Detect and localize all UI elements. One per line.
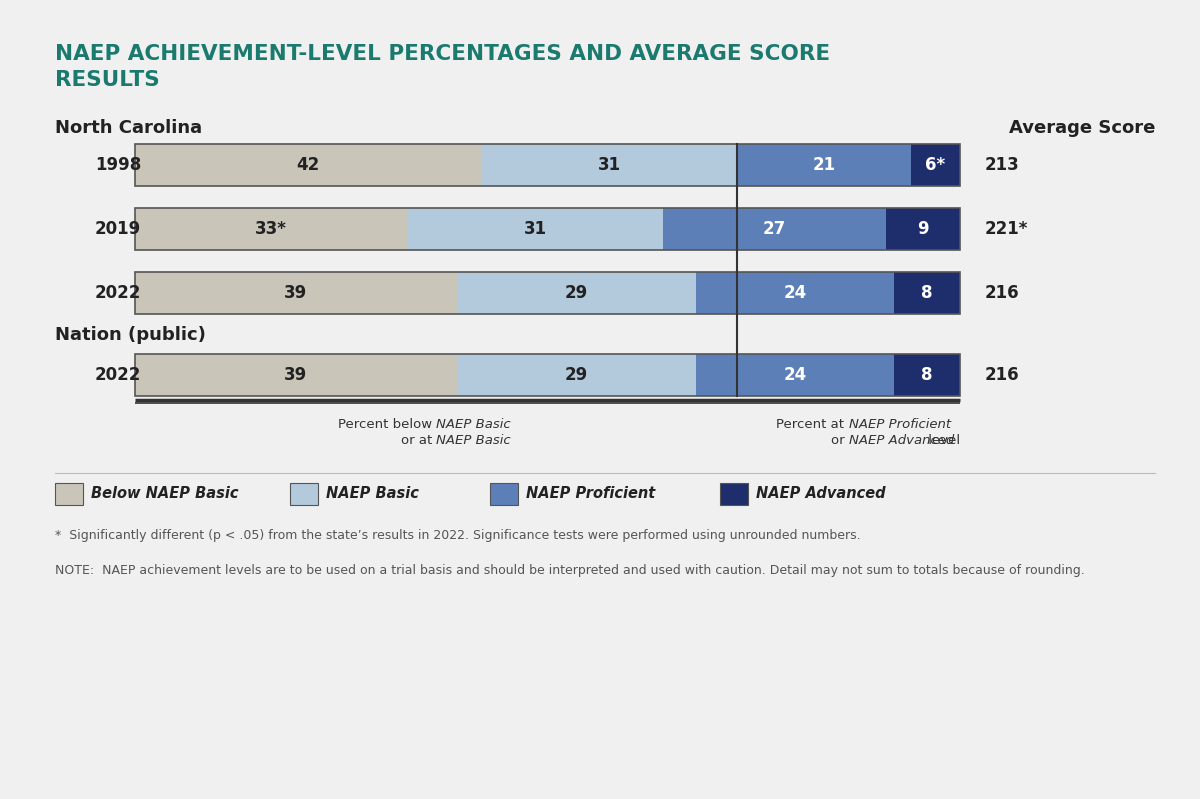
Text: NAEP Advanced: NAEP Advanced [848,434,954,447]
Text: NAEP Proficient: NAEP Proficient [526,487,655,502]
Bar [134,208,407,250]
Text: 2022: 2022 [95,284,142,302]
Text: 216: 216 [985,284,1020,302]
Text: 29: 29 [565,284,588,302]
Bar [290,483,318,505]
Text: RESULTS: RESULTS [55,70,160,90]
Text: Below NAEP Basic: Below NAEP Basic [91,487,239,502]
Bar [696,272,894,314]
Text: 6*: 6* [925,156,946,174]
Text: 24: 24 [784,284,806,302]
Bar [662,208,886,250]
Text: 2019: 2019 [95,220,142,238]
Text: NAEP ACHIEVEMENT-LEVEL PERCENTAGES AND AVERAGE SCORE: NAEP ACHIEVEMENT-LEVEL PERCENTAGES AND A… [55,44,830,64]
Text: or: or [830,434,848,447]
Bar [407,208,662,250]
Text: 27: 27 [763,220,786,238]
Text: 216: 216 [985,366,1020,384]
Bar [696,354,894,396]
Bar [134,144,960,186]
Text: 39: 39 [284,366,307,384]
Text: 31: 31 [598,156,620,174]
Bar [134,144,481,186]
Text: North Carolina: North Carolina [55,119,202,137]
Text: 33*: 33* [256,220,287,238]
Bar [894,272,960,314]
Text: Percent below: Percent below [337,418,436,431]
Bar [720,483,748,505]
Bar [481,144,737,186]
Text: level: level [924,434,960,447]
Bar [55,483,83,505]
Text: 2022: 2022 [95,366,142,384]
Text: 221*: 221* [985,220,1028,238]
Text: or at: or at [401,434,436,447]
Text: NOTE:  NAEP achievement levels are to be used on a trial basis and should be int: NOTE: NAEP achievement levels are to be … [55,564,1085,577]
Bar [134,354,457,396]
Text: 1998: 1998 [95,156,142,174]
Text: 21: 21 [812,156,835,174]
Text: 24: 24 [784,366,806,384]
Text: Percent at: Percent at [776,418,848,431]
Bar [134,272,457,314]
Bar [134,208,960,250]
Text: 8: 8 [922,284,932,302]
Bar [134,354,960,396]
Bar [134,272,960,314]
Text: 42: 42 [296,156,320,174]
Text: Average Score: Average Score [1009,119,1154,137]
Text: 39: 39 [284,284,307,302]
Text: NAEP Advanced: NAEP Advanced [756,487,886,502]
Text: NAEP Basic: NAEP Basic [436,434,511,447]
Text: NAEP Basic: NAEP Basic [436,418,511,431]
Text: 213: 213 [985,156,1020,174]
Text: 29: 29 [565,366,588,384]
Text: Nation (public): Nation (public) [55,326,206,344]
Bar [886,208,960,250]
Text: *  Significantly different (p < .05) from the state’s results in 2022. Significa: * Significantly different (p < .05) from… [55,529,860,542]
Bar [737,144,911,186]
Bar [894,354,960,396]
Text: 8: 8 [922,366,932,384]
Text: 9: 9 [917,220,929,238]
Bar [490,483,518,505]
Bar [911,144,960,186]
Bar [457,272,696,314]
Text: NAEP Basic: NAEP Basic [326,487,419,502]
Bar [457,354,696,396]
Text: 31: 31 [523,220,547,238]
Text: NAEP Proficient: NAEP Proficient [848,418,950,431]
